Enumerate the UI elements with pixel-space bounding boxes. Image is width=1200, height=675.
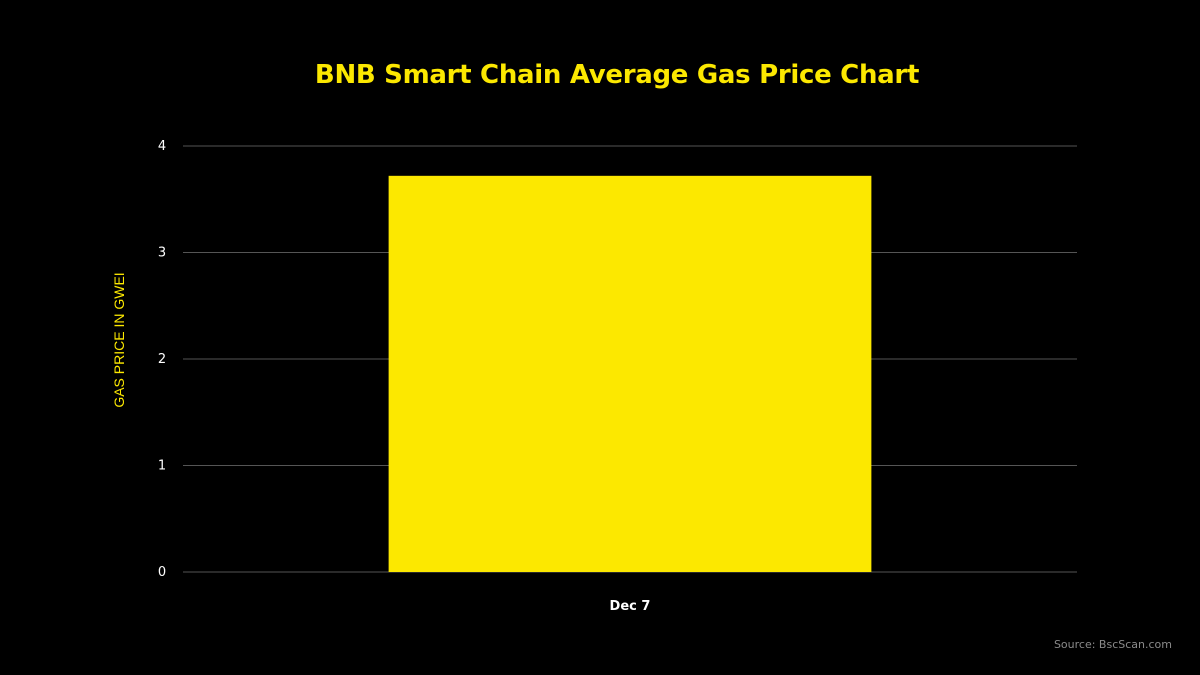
x-tick-labels: Dec 7 [610,599,651,614]
y-tick-label: 4 [158,139,166,154]
chart-title: BNB Smart Chain Average Gas Price Chart [314,60,920,90]
y-tick-label: 0 [158,565,166,580]
y-tick-label: 2 [158,352,166,367]
x-tick-label: Dec 7 [610,599,651,614]
y-tick-label: 3 [158,246,166,261]
y-tick-labels: 0 1 2 3 4 [158,139,166,580]
bar [388,175,872,572]
bars [388,175,872,572]
y-tick-label: 1 [158,459,166,474]
source-note: Source: BscScan.com [1053,638,1172,651]
